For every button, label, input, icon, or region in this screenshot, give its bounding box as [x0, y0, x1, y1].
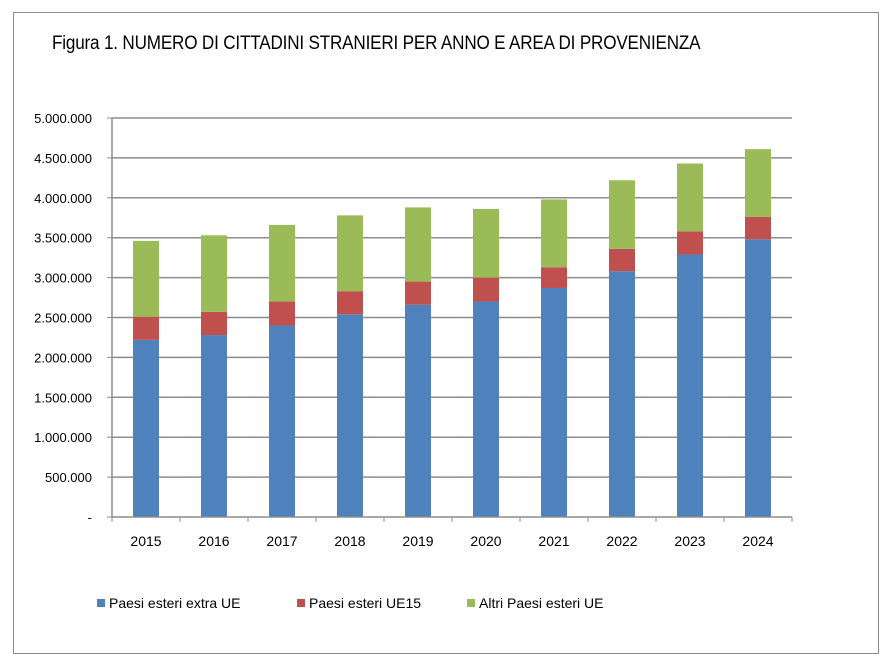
x-tick-label: 2015 [130, 533, 161, 549]
bar-2020-series-1 [473, 277, 499, 302]
x-tick-label: 2017 [266, 533, 297, 549]
x-tick-label: 2021 [538, 533, 569, 549]
legend-label: Paesi esteri extra UE [109, 595, 241, 611]
bar-2024-series-0 [745, 239, 771, 517]
legend-item: Paesi esteri UE15 [297, 595, 467, 611]
y-tick-label: 5.000.000 [34, 111, 92, 126]
x-tick-label: 2016 [198, 533, 229, 549]
y-tick-label: 2.000.000 [34, 350, 92, 365]
bar-2019-series-1 [405, 281, 431, 305]
bar-2023-series-0 [677, 254, 703, 517]
y-tick-label: 500.000 [45, 470, 92, 485]
bar-2017-series-1 [269, 301, 295, 326]
x-tick-label: 2023 [674, 533, 705, 549]
legend-item: Altri Paesi esteri UE [467, 595, 667, 611]
bar-2024-series-2 [745, 149, 771, 217]
bar-2017-series-0 [269, 325, 295, 517]
bar-2021-series-2 [541, 199, 567, 268]
y-tick-label: 4.500.000 [34, 151, 92, 166]
bar-2018-series-1 [337, 291, 363, 315]
y-tick-label: 3.000.000 [34, 271, 92, 286]
legend-swatch [467, 599, 475, 607]
bar-2021-series-1 [541, 267, 567, 288]
y-tick-label: 2.500.000 [34, 311, 92, 326]
legend-swatch [297, 599, 305, 607]
bar-2015-series-0 [133, 339, 159, 517]
bar-2020-series-2 [473, 208, 499, 278]
legend-swatch [97, 599, 105, 607]
bar-2022-series-2 [609, 180, 635, 249]
bar-2023-series-1 [677, 231, 703, 255]
bar-2021-series-0 [541, 287, 567, 517]
bar-2016-series-1 [201, 311, 227, 336]
y-tick-label: - [88, 510, 92, 525]
y-tick-label: 3.500.000 [34, 231, 92, 246]
y-tick-label: 1.500.000 [34, 390, 92, 405]
bar-2019-series-0 [405, 304, 431, 517]
x-tick-label: 2022 [606, 533, 637, 549]
chart-title: Figura 1. NUMERO DI CITTADINI STRANIERI … [52, 33, 701, 54]
x-tick-label: 2018 [334, 533, 365, 549]
bar-2017-series-2 [269, 224, 295, 302]
bar-2020-series-0 [473, 301, 499, 517]
bar-2022-series-1 [609, 248, 635, 272]
x-tick-label: 2019 [402, 533, 433, 549]
bar-2016-series-0 [201, 335, 227, 517]
legend-label: Altri Paesi esteri UE [479, 595, 604, 611]
bar-2018-series-0 [337, 314, 363, 517]
bar-2015-series-2 [133, 240, 159, 317]
bar-2015-series-1 [133, 316, 159, 340]
legend-item: Paesi esteri extra UE [97, 595, 297, 611]
bar-2022-series-0 [609, 271, 635, 517]
y-tick-label: 4.000.000 [34, 191, 92, 206]
bar-2018-series-2 [337, 215, 363, 292]
x-tick-label: 2020 [470, 533, 501, 549]
legend-label: Paesi esteri UE15 [309, 595, 422, 611]
x-tick-label: 2024 [742, 533, 773, 549]
chart-frame [13, 12, 879, 654]
bar-2023-series-2 [677, 163, 703, 232]
legend: Paesi esteri extra UE Paesi esteri UE15 Al… [97, 595, 667, 611]
y-tick-label: 1.000.000 [34, 430, 92, 445]
bar-2024-series-1 [745, 216, 771, 240]
bar-2016-series-2 [201, 235, 227, 312]
bar-2019-series-2 [405, 207, 431, 282]
